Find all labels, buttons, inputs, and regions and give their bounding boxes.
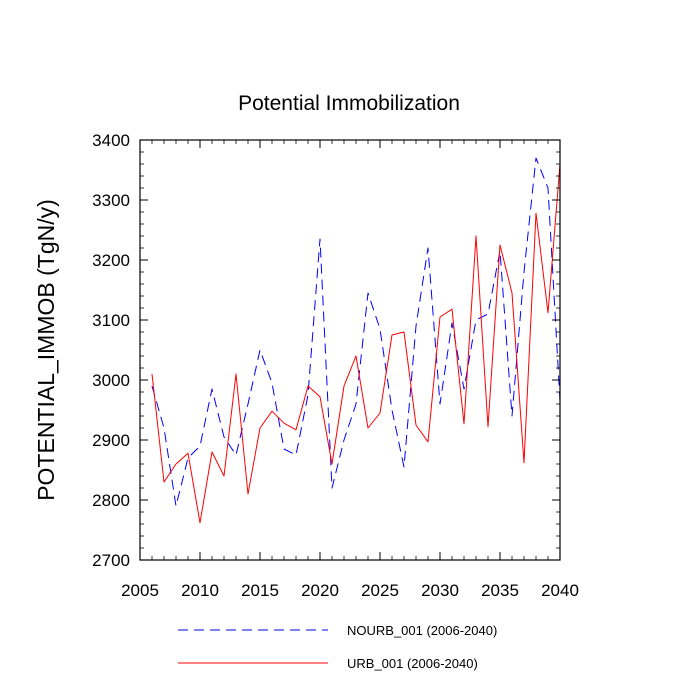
series-line-1 — [151, 157, 561, 507]
y-tick-label: 3300 — [92, 191, 130, 210]
plot-frame — [139, 139, 561, 561]
y-tick-label: 2900 — [92, 431, 130, 450]
legend-label-1: NOURB_001 (2006-2040) — [347, 623, 497, 638]
y-tick-label: 3000 — [92, 371, 130, 390]
x-tick-label: 2025 — [361, 581, 399, 600]
series-line-2 — [151, 163, 561, 524]
y-tick-label: 3100 — [92, 311, 130, 330]
axis-ticks: 2005 2010 2015 2020 2025 2030 2035 2040 2700 2800… — [92, 131, 579, 600]
y-tick-label: 2700 — [92, 551, 130, 570]
x-tick-label: 2020 — [301, 581, 339, 600]
x-tick-label: 2030 — [421, 581, 459, 600]
x-tick-label: 2010 — [181, 581, 219, 600]
x-tick-label: 2040 — [541, 581, 579, 600]
y-tick-label: 3200 — [92, 251, 130, 270]
y-tick-label: 2800 — [92, 491, 130, 510]
x-tick-label: 2005 — [121, 581, 159, 600]
chart-title: Potential Immobilization — [238, 92, 460, 115]
y-tick-label: 3400 — [92, 131, 130, 150]
x-tick-label: 2015 — [241, 581, 279, 600]
y-axis-label: POTENTIAL_IMMOB (TgN/y) — [33, 199, 59, 501]
legend: NOURB_001 (2006-2040) URB_001 (2006-2040) — [178, 623, 497, 671]
plot-area: 2005 2010 2015 2020 2025 2030 2035 2040 2700 2800… — [92, 131, 579, 600]
series-layer — [151, 157, 561, 524]
x-tick-label: 2035 — [481, 581, 519, 600]
legend-label-2: URB_001 (2006-2040) — [347, 656, 478, 671]
